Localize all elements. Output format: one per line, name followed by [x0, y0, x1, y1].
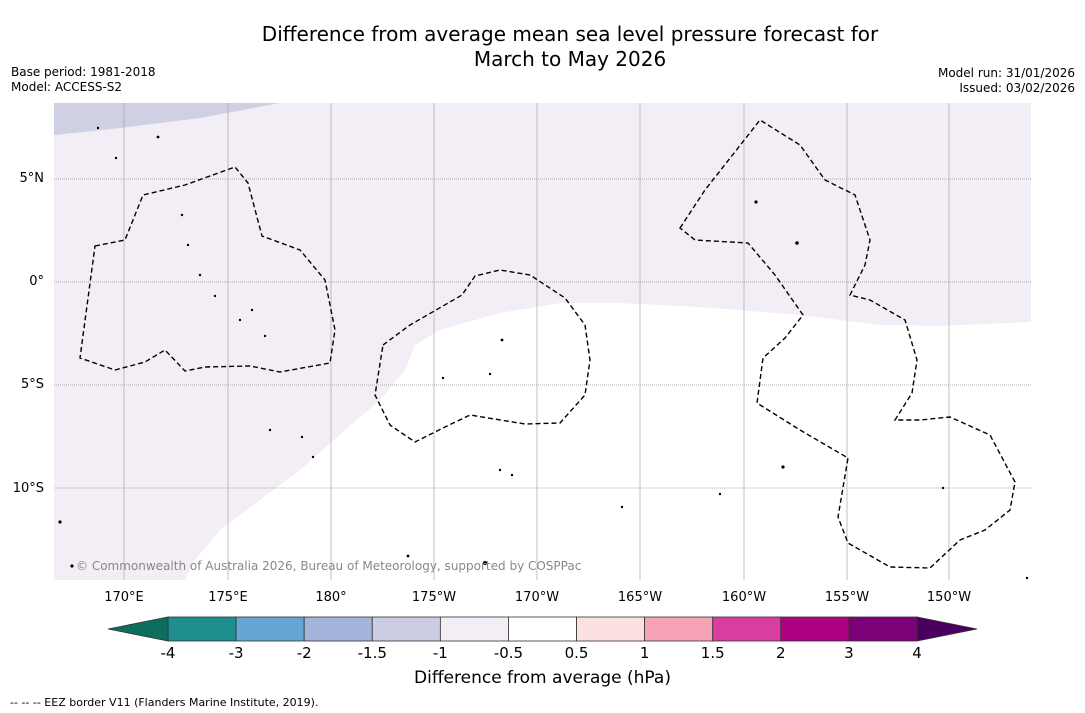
model-run: Model run: 31/01/2026: [937, 66, 1075, 80]
eez-kiribati-phoenix: [374, 269, 591, 443]
colorbar-tick-label: -1: [432, 644, 448, 662]
lon-label-150w: 150°W: [926, 590, 972, 605]
lon-label-175e: 175°E: [208, 590, 248, 605]
colorbar-tick-label: -1.5: [357, 644, 387, 662]
colorbar-box: [167, 616, 237, 642]
lat-label-10s: 10°S: [12, 481, 44, 496]
colorbar-tick-label: -3: [228, 644, 244, 662]
eez-kiribati-line: [679, 119, 1016, 569]
colorbar-tick-label: 1: [639, 644, 650, 662]
island: [510, 473, 514, 477]
island: [156, 135, 160, 139]
island: [70, 564, 74, 568]
title-line-2: March to May 2026: [473, 47, 667, 71]
island: [754, 200, 758, 204]
island: [781, 465, 785, 469]
colorbar-box: [848, 616, 918, 642]
issued-date: Issued: 03/02/2026: [959, 81, 1075, 95]
minus1-5-band: [54, 103, 280, 135]
lon-label-155w: 155°W: [824, 590, 870, 605]
colorbar-box: [508, 616, 577, 642]
island: [483, 561, 487, 565]
lon-label-160w: 160°W: [721, 590, 767, 605]
colorbar-box: [371, 616, 441, 642]
colorbar-box: [235, 616, 305, 642]
island: [300, 435, 304, 439]
island: [1025, 576, 1029, 580]
map-area: [54, 103, 1031, 580]
lon-label-165w: 165°W: [617, 590, 663, 605]
colorbar-tick-label: 1.5: [700, 644, 725, 662]
colorbar-box: [712, 616, 782, 642]
meta-right: Model run: 31/01/2026 Issued: 03/02/2026: [938, 66, 1075, 96]
island: [263, 334, 267, 338]
eez-kiribati-gilbert: [79, 166, 336, 373]
colorbar-box: [439, 616, 509, 642]
island: [941, 486, 945, 490]
island: [268, 428, 272, 432]
island: [718, 492, 722, 496]
island: [238, 318, 242, 322]
island: [198, 273, 202, 277]
island: [795, 241, 799, 245]
island: [488, 372, 492, 376]
colorbar-tick-label: 0.5: [564, 644, 589, 662]
colorbar-tick-label: 3: [844, 644, 854, 662]
title-line-1: Difference from average mean sea level p…: [261, 22, 879, 46]
model-name: Model: ACCESS-S2: [11, 80, 123, 94]
gridlines: [54, 178, 1031, 489]
island: [114, 156, 118, 160]
lon-label-175w: 175°W: [411, 590, 457, 605]
colorbar-tick-label: -2: [296, 644, 312, 662]
island: [441, 376, 445, 380]
lat-label-0: 0°: [29, 274, 44, 289]
colorbar-tick-label: -0.5: [493, 644, 524, 662]
island: [96, 126, 100, 130]
colorbar-box: [780, 616, 850, 642]
map-title: Difference from average mean sea level p…: [0, 22, 1085, 72]
island: [498, 468, 502, 472]
base-period: Base period: 1981-2018: [11, 65, 156, 79]
colorbar-under-arrow: [107, 616, 169, 642]
eez-legend: -- -- -- EEZ border V11 (Flanders Marine…: [10, 696, 319, 709]
island: [180, 213, 184, 217]
colorbar-box: [576, 616, 646, 642]
colorbar-boxes: [167, 616, 918, 642]
island: [250, 308, 254, 312]
island: [186, 243, 190, 247]
lon-label-170e: 170°E: [104, 590, 144, 605]
island: [58, 520, 62, 524]
island: [311, 455, 315, 459]
colorbar-tick-label: 2: [776, 644, 786, 662]
lat-label-5s: 5°S: [20, 377, 44, 392]
colorbar-over-arrow: [916, 616, 978, 642]
copyright-text: © Commonwealth of Australia 2026, Bureau…: [76, 559, 582, 573]
lon-label-180: 180°: [315, 590, 347, 605]
colorbar-box: [644, 616, 714, 642]
meta-left: Base period: 1981-2018 Model: ACCESS-S2: [11, 65, 156, 95]
minus1-band: [54, 103, 1031, 580]
islands: [58, 126, 1029, 580]
eez-borders: [79, 119, 1016, 569]
meridians: [123, 103, 950, 580]
lat-label-5n: 5°N: [19, 171, 45, 186]
island: [500, 338, 504, 342]
colorbar-tick-label: -4: [160, 644, 176, 662]
colorbar-box: [303, 616, 373, 642]
island: [213, 294, 217, 298]
island: [406, 554, 410, 558]
colorbar-label: Difference from average (hPa): [414, 668, 671, 688]
island: [620, 505, 624, 509]
colorbar-tick-label: 4: [912, 644, 922, 662]
lon-label-170w: 170°W: [514, 590, 560, 605]
